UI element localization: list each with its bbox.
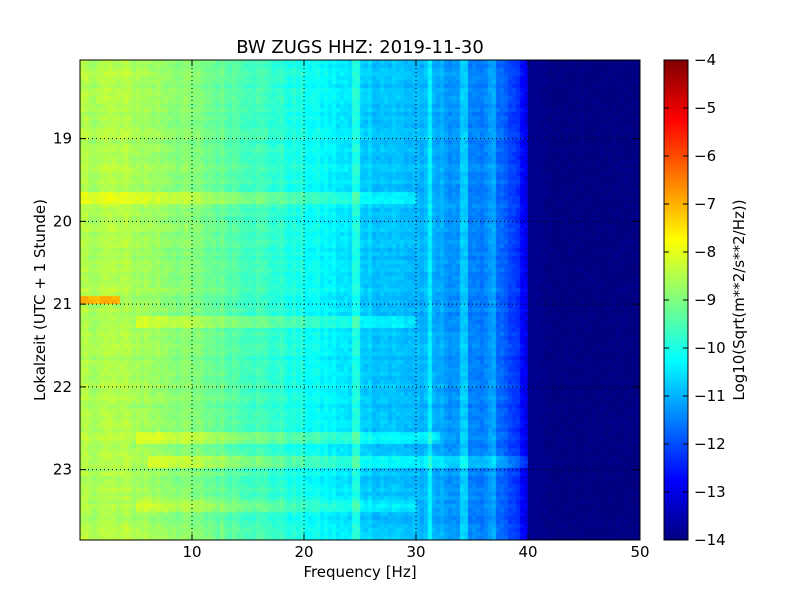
spectrogram-image [80,60,640,540]
x-tick-label: 10 [182,543,201,561]
colorbar-tick-label: −12 [694,435,726,453]
colorbar-tick-label: −8 [694,243,716,261]
colorbar-tick-label: −10 [694,339,726,357]
colorbar-tick-label: −9 [694,291,716,309]
colorbar-tick-label: −14 [694,531,726,549]
colorbar-ticks: −4 −5 −6 −7 −8 −9 −10 −11 −12 −13 −14 [664,51,726,549]
colorbar-tick-label: −11 [694,387,726,405]
x-tick-label: 40 [518,543,537,561]
y-tick-label: 20 [53,212,72,230]
y-axis-label: Lokalzeit (UTC + 1 Stunde) [31,199,49,401]
y-axis-ticks: 19 20 21 22 23 [53,130,640,479]
colorbar-tick-label: −6 [694,147,716,165]
y-tick-label: 23 [53,461,72,479]
chart-title: BW ZUGS HHZ: 2019-11-30 [236,37,484,58]
x-axis-ticks: 10 20 30 40 50 [182,60,650,561]
x-tick-label: 20 [294,543,313,561]
y-tick-label: 19 [53,130,72,148]
x-tick-label: 50 [630,543,649,561]
y-tick-label: 22 [53,378,72,396]
colorbar-label: Log10(Sqrt(m**2/s**2/Hz)) [730,199,748,400]
colorbar-tick-label: −4 [694,51,716,69]
colorbar-tick-label: −13 [694,483,726,501]
plot-frame [79,59,641,541]
x-tick-label: 30 [406,543,425,561]
grid-lines [80,60,640,540]
y-tick-label: 21 [53,295,72,313]
x-axis-label: Frequency [Hz] [303,563,416,581]
colorbar-tick-label: −7 [694,195,716,213]
colorbar-tick-label: −5 [694,99,716,117]
spectrogram-heatmap [80,60,640,540]
